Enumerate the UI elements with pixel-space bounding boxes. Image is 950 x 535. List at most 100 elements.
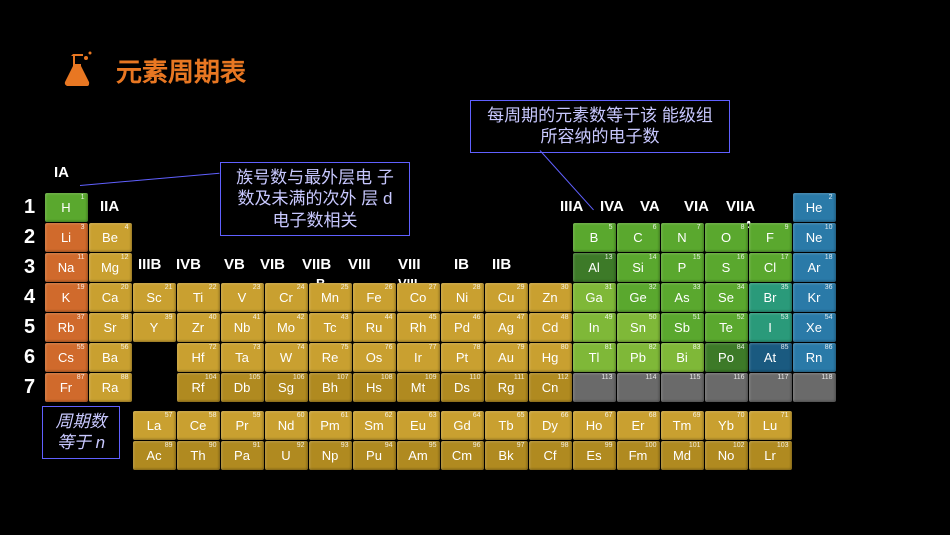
atomic-number: 3	[81, 224, 85, 231]
atomic-number: 89	[165, 442, 173, 449]
atomic-number: 72	[209, 344, 217, 351]
empty-cell	[309, 223, 352, 252]
atomic-number: 77	[429, 344, 437, 351]
period-label: 1	[24, 192, 35, 222]
atomic-number: 38	[121, 314, 129, 321]
atomic-number: 39	[165, 314, 173, 321]
atomic-number: 73	[253, 344, 261, 351]
element-cell: Ca20	[89, 283, 132, 312]
element-cell: Pr59	[221, 411, 264, 440]
atomic-number: 86	[825, 344, 833, 351]
empty-cell	[89, 193, 132, 222]
atomic-number: 1	[81, 194, 85, 201]
empty-cell	[221, 193, 264, 222]
element-cell: Sb51	[661, 313, 704, 342]
atomic-number: 106	[293, 374, 305, 381]
element-cell: La57	[133, 411, 176, 440]
element-cell: Bi83	[661, 343, 704, 372]
element-cell: N7	[661, 223, 704, 252]
table-row: Rb37Sr38Y39Zr40Nb41Mo42Tc43Ru44Rh45Pd46A…	[44, 312, 836, 342]
element-cell: Ds110	[441, 373, 484, 402]
atomic-number: 62	[385, 412, 393, 419]
atomic-number: 82	[649, 344, 657, 351]
element-cell: Pt78	[441, 343, 484, 372]
atomic-number: 93	[341, 442, 349, 449]
element-cell: Np93	[309, 441, 352, 470]
atomic-number: 85	[781, 344, 789, 351]
atomic-number: 68	[649, 412, 657, 419]
atomic-number: 18	[825, 254, 833, 261]
element-cell: Ir77	[397, 343, 440, 372]
element-cell: Mn25	[309, 283, 352, 312]
atomic-number: 46	[473, 314, 481, 321]
element-cell: B5	[573, 223, 616, 252]
atomic-number: 35	[781, 284, 789, 291]
element-cell: Mg12	[89, 253, 132, 282]
element-cell: Re75	[309, 343, 352, 372]
atomic-number: 79	[517, 344, 525, 351]
table-row: Fr87Ra88Rf104Db105Sg106Bh107Hs108Mt109Ds…	[44, 372, 836, 402]
element-cell: Pd46	[441, 313, 484, 342]
element-cell: Os76	[353, 343, 396, 372]
element-cell: Fr87	[45, 373, 88, 402]
element-cell: Na11	[45, 253, 88, 282]
group-label-IA: IA	[54, 164, 69, 181]
atomic-number: 19	[77, 284, 85, 291]
empty-cell	[485, 223, 528, 252]
element-cell: Hg80	[529, 343, 572, 372]
atomic-number: 64	[473, 412, 481, 419]
atomic-number: 42	[297, 314, 305, 321]
element-cell: Tb65	[485, 411, 528, 440]
atomic-number: 36	[825, 284, 833, 291]
element-cell: Al13	[573, 253, 616, 282]
atomic-number: 37	[77, 314, 85, 321]
annotation-right-text: 每周期的元素数等于该 能级组所容纳的电子数	[487, 106, 713, 146]
element-cell: Si14	[617, 253, 660, 282]
element-cell: At85	[749, 343, 792, 372]
atomic-number: 29	[517, 284, 525, 291]
element-cell: Es99	[573, 441, 616, 470]
atomic-number: 53	[781, 314, 789, 321]
atomic-number: 50	[649, 314, 657, 321]
atomic-number: 17	[781, 254, 789, 261]
atomic-number: 101	[689, 442, 701, 449]
empty-cell	[485, 253, 528, 282]
element-cell: P15	[661, 253, 704, 282]
atomic-number: 74	[297, 344, 305, 351]
atomic-number: 24	[297, 284, 305, 291]
element-cell: Po84	[705, 343, 748, 372]
element-cell: W74	[265, 343, 308, 372]
element-cell: Ga31	[573, 283, 616, 312]
element-cell: Tm69	[661, 411, 704, 440]
element-cell: Cn112	[529, 373, 572, 402]
empty-cell	[529, 253, 572, 282]
atomic-number: 51	[693, 314, 701, 321]
period-label: 3	[24, 252, 35, 282]
element-cell: H1	[45, 193, 88, 222]
atomic-number: 15	[693, 254, 701, 261]
connector-left	[80, 173, 220, 186]
atomic-number: 110	[469, 374, 480, 381]
atomic-number: 40	[209, 314, 217, 321]
empty-cell	[177, 193, 220, 222]
empty-cell	[177, 223, 220, 252]
element-cell: He2	[793, 193, 836, 222]
empty-cell	[529, 193, 572, 222]
empty-cell	[309, 193, 352, 222]
element-cell: 117	[749, 373, 792, 402]
element-cell: Li3	[45, 223, 88, 252]
empty-cell	[177, 253, 220, 282]
element-cell: Cd48	[529, 313, 572, 342]
atomic-number: 98	[561, 442, 569, 449]
element-cell: Tc43	[309, 313, 352, 342]
element-cell: Bh107	[309, 373, 352, 402]
element-cell: Br35	[749, 283, 792, 312]
atomic-number: 105	[249, 374, 261, 381]
empty-cell	[397, 223, 440, 252]
element-cell: Db105	[221, 373, 264, 402]
element-cell: Gd64	[441, 411, 484, 440]
empty-cell	[265, 253, 308, 282]
flask-icon	[58, 50, 98, 90]
atomic-number: 102	[733, 442, 745, 449]
element-cell: Ru44	[353, 313, 396, 342]
